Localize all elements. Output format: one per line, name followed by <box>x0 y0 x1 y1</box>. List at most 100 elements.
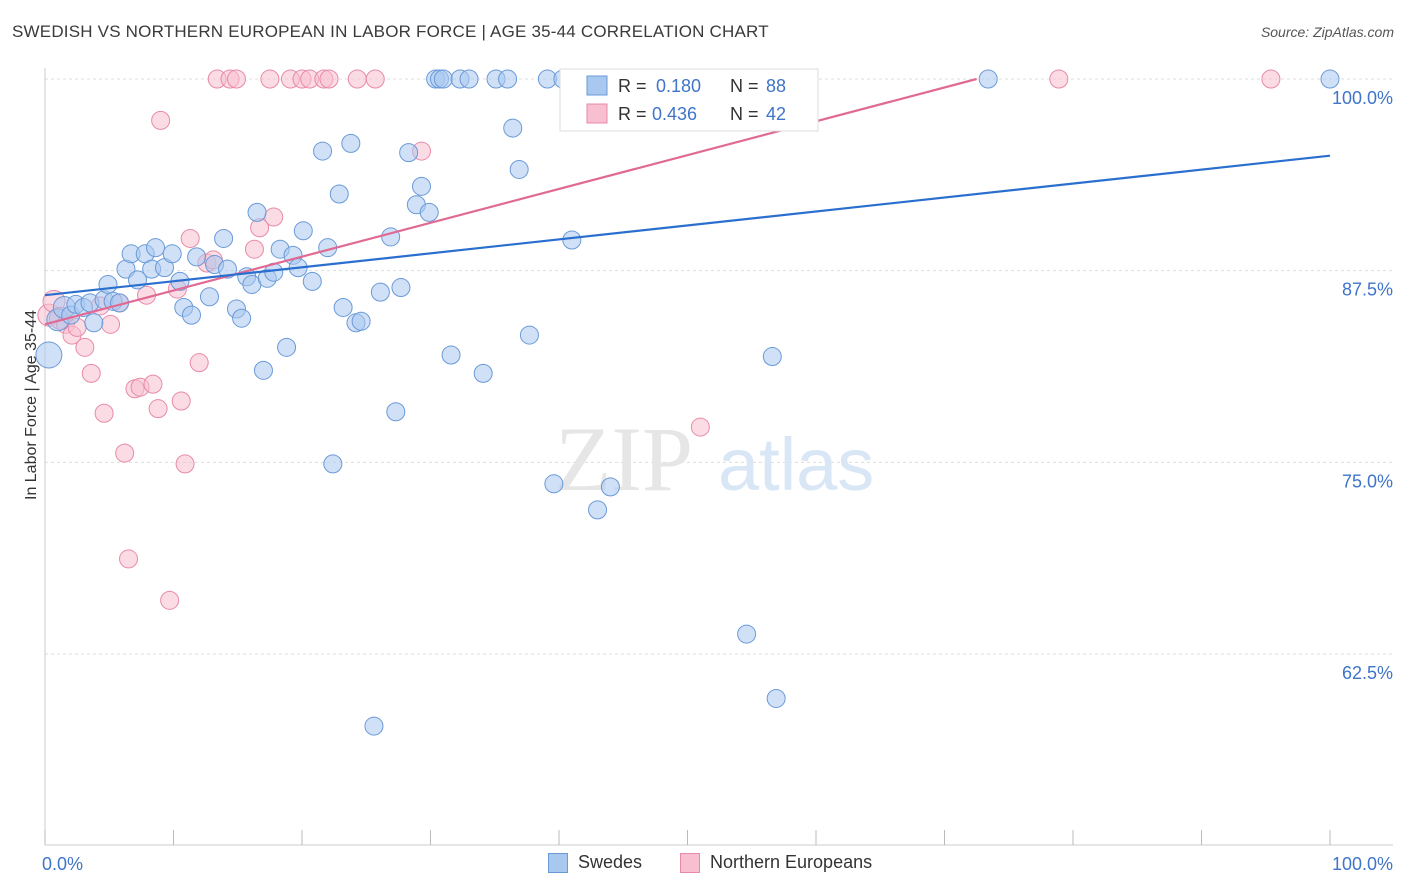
point-northern-european <box>101 314 121 334</box>
point-swede <box>1320 69 1340 89</box>
point-northern-european <box>94 403 114 423</box>
point-swede <box>762 347 782 367</box>
point-northern-european <box>264 207 284 227</box>
point-northern-european <box>244 239 264 259</box>
point-swede <box>433 69 453 89</box>
legend-item-swedes: Swedes <box>548 852 642 873</box>
gridlines <box>45 78 1393 655</box>
point-northern-european <box>319 69 339 89</box>
axes <box>44 68 1393 846</box>
chart-title: SWEDISH VS NORTHERN EUROPEAN IN LABOR FO… <box>12 22 769 41</box>
point-swede <box>412 176 432 196</box>
point-swede <box>562 230 582 250</box>
point-northern-european <box>189 353 209 373</box>
point-swede <box>341 133 361 153</box>
legend-swedes-label: Swedes <box>578 852 643 872</box>
point-swede <box>503 118 523 138</box>
point-northern-european <box>115 443 135 463</box>
legend-pink-n-value: 42 <box>766 104 786 124</box>
point-swede <box>35 341 63 369</box>
legend-blue-r-label: R = <box>618 76 647 96</box>
y-tick-label: 62.5% <box>1342 663 1393 683</box>
watermark: ZIP atlas <box>555 408 874 510</box>
watermark-zip: ZIP <box>555 408 693 510</box>
point-swede <box>181 305 201 325</box>
point-swede <box>391 278 411 298</box>
point-swede <box>600 477 620 497</box>
point-swede <box>441 345 461 365</box>
point-swede <box>459 69 479 89</box>
legend-blue-n-value: 88 <box>766 76 786 96</box>
y-tick-label: 100.0% <box>1332 88 1393 108</box>
trend-lines <box>44 77 1331 326</box>
legend-pink-r-value: 0.436 <box>652 104 697 124</box>
legend-top: R = 0.180 N = 88 R = 0.436 N = 42 <box>559 68 819 132</box>
y-tick-label: 75.0% <box>1342 471 1393 491</box>
point-northern-european <box>171 391 191 411</box>
series-northern-europeans <box>37 69 1281 610</box>
trend-line <box>44 77 977 326</box>
x-tick-label-left: 0.0% <box>42 854 83 874</box>
point-swede <box>217 259 237 279</box>
legend-bottom: Swedes Northern Europeans <box>0 852 1406 876</box>
point-swede <box>509 159 529 179</box>
point-northern-european <box>365 69 385 89</box>
point-swede <box>323 454 343 474</box>
series-swedes <box>35 69 1340 736</box>
tick-labels: 100.0% 87.5% 75.0% 62.5% 0.0% 100.0% <box>42 88 1393 874</box>
point-northern-european <box>226 69 246 89</box>
point-northern-european <box>175 454 195 474</box>
watermark-atlas: atlas <box>718 423 874 506</box>
point-swede <box>588 500 608 520</box>
point-swede <box>313 141 333 161</box>
legend-blue-r-value: 0.180 <box>656 76 701 96</box>
point-swede <box>199 287 219 307</box>
point-swede <box>544 474 564 494</box>
point-swede <box>519 325 539 345</box>
legend-blue-swatch <box>586 75 608 96</box>
point-northern-european <box>347 69 367 89</box>
legend-blue-n-label: N = <box>730 76 759 96</box>
point-swede <box>399 143 419 163</box>
legend-pink-r-label: R = <box>618 104 647 124</box>
point-swede <box>247 202 267 222</box>
point-swede <box>187 247 207 267</box>
x-tick-label-right: 100.0% <box>1332 854 1393 874</box>
point-swede <box>370 282 390 302</box>
point-northern-european <box>1049 69 1069 89</box>
point-swede <box>333 297 353 317</box>
point-swede <box>364 716 384 736</box>
point-northern-european <box>143 374 163 394</box>
point-northern-european <box>180 228 200 248</box>
legend-pink-n-label: N = <box>730 104 759 124</box>
point-swede <box>162 244 182 264</box>
trend-line <box>44 154 1331 297</box>
point-northern-european <box>151 110 171 130</box>
point-northern-european <box>1261 69 1281 89</box>
point-swede <box>84 313 104 333</box>
point-swede <box>329 184 349 204</box>
point-northern-european <box>160 590 180 610</box>
point-northern-european <box>690 417 710 437</box>
point-swede <box>978 69 998 89</box>
point-swede <box>146 238 166 258</box>
point-swede <box>766 688 786 708</box>
point-northern-european <box>75 337 95 357</box>
legend-northern-label: Northern Europeans <box>710 852 873 872</box>
y-axis-label: In Labor Force | Age 35-44 <box>23 309 40 500</box>
point-swede <box>293 221 313 241</box>
point-swede <box>302 271 322 291</box>
point-swede <box>277 337 297 357</box>
legend-item-northern: Northern Europeans <box>680 852 872 873</box>
point-swede <box>351 311 371 331</box>
point-swede <box>232 308 252 328</box>
source-label: Source: ZipAtlas.com <box>1260 24 1394 40</box>
point-swede <box>253 360 273 380</box>
point-northern-european <box>81 363 101 383</box>
point-swede <box>419 202 439 222</box>
legend-pink-swatch <box>586 103 608 124</box>
y-tick-label: 87.5% <box>1342 280 1393 300</box>
point-northern-european <box>119 549 139 569</box>
legend-swedes-swatch <box>548 852 568 873</box>
